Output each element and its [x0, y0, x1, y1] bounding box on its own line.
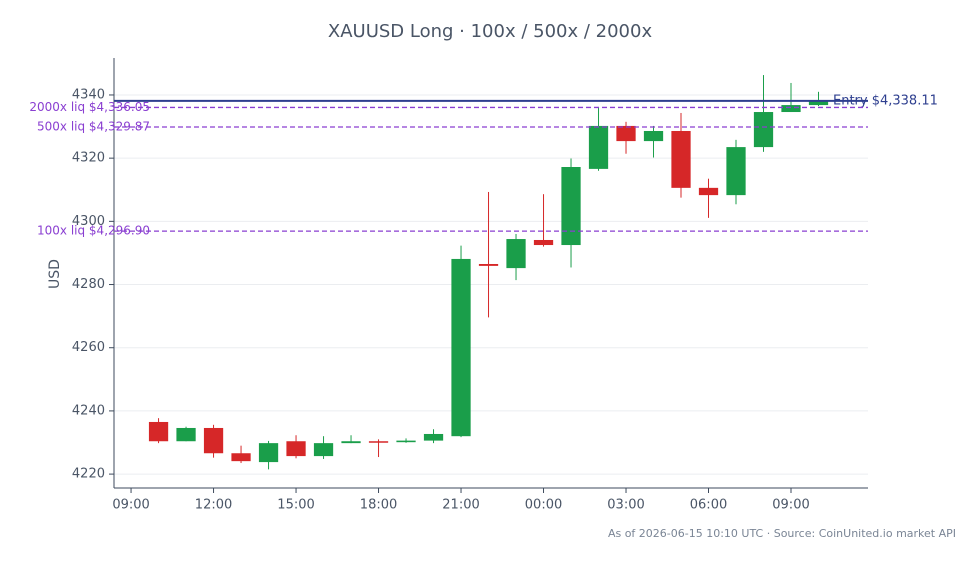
y-tick-label: 4320 — [72, 151, 105, 166]
candle-body — [533, 239, 554, 246]
x-tick-label: 06:00 — [690, 498, 727, 513]
candle-body — [203, 427, 224, 454]
y-tick-label: 4280 — [72, 277, 105, 292]
candle-body — [451, 258, 471, 437]
x-tick-label: 03:00 — [607, 498, 644, 513]
candle-body — [698, 187, 719, 196]
candle-body — [616, 125, 636, 142]
x-tick-label: 18:00 — [360, 498, 397, 513]
candle-body — [588, 125, 609, 169]
candle-body — [781, 105, 801, 113]
reference-label: 100x liq $4,296.90 — [37, 224, 150, 238]
candle-body — [671, 130, 691, 188]
candle-body — [808, 100, 829, 106]
candle-body — [341, 441, 361, 444]
reference-label: Entry $4,338.11 — [833, 93, 938, 108]
candle-body — [148, 421, 169, 442]
x-tick-label: 09:00 — [112, 498, 149, 513]
y-tick-label: 4240 — [72, 403, 105, 418]
candle-body — [286, 441, 306, 457]
y-tick-label: 4340 — [72, 87, 105, 102]
x-tick-label: 21:00 — [442, 498, 479, 513]
candle-body — [176, 427, 196, 442]
chart-title: XAUUSD Long · 100x / 500x / 2000x — [328, 21, 653, 42]
x-tick-label: 12:00 — [195, 498, 232, 513]
y-axis-label: USD — [47, 259, 63, 289]
y-tick-label: 4220 — [72, 467, 105, 482]
candle-body — [478, 263, 499, 266]
footer: As of 2026-06-15 10:10 UTC · Source: Coi… — [608, 527, 956, 540]
reference-label: 2000x liq $4,336.05 — [29, 100, 150, 114]
y-tick-label: 4300 — [72, 214, 105, 229]
x-tick-label: 00:00 — [525, 498, 562, 513]
candle-body — [506, 239, 526, 269]
candle-body — [726, 147, 746, 196]
candle-body — [396, 440, 416, 443]
candle-body — [368, 441, 389, 443]
candle-body — [313, 443, 334, 457]
candle-body — [753, 112, 774, 148]
y-tick-label: 4260 — [72, 340, 105, 355]
candle-body — [231, 453, 251, 462]
x-tick-label: 09:00 — [772, 498, 809, 513]
reference-label: 500x liq $4,329.87 — [37, 119, 150, 133]
candle-body — [561, 167, 581, 246]
candle-body — [423, 433, 444, 441]
x-tick-label: 15:00 — [277, 498, 314, 513]
candle-body — [643, 130, 664, 142]
candle-body — [258, 443, 279, 463]
